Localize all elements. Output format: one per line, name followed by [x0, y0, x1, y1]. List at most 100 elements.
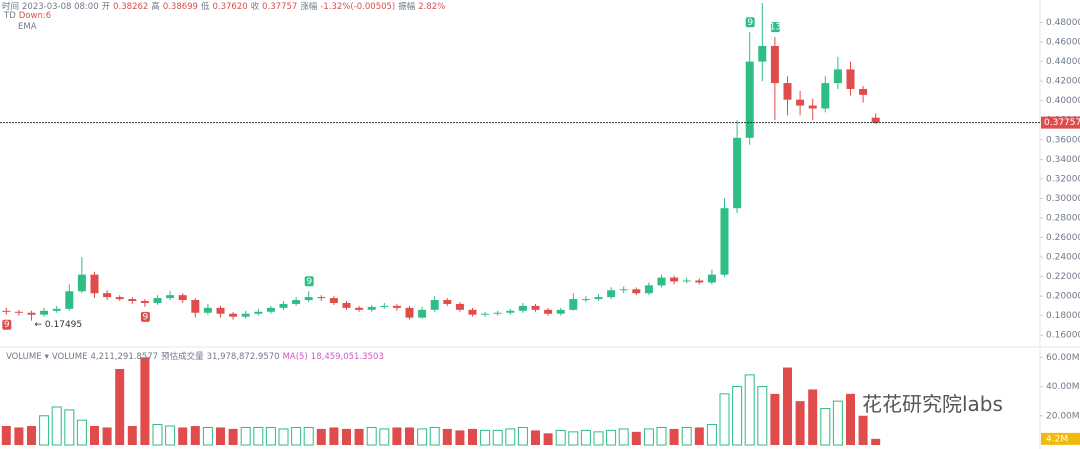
volume-bar [732, 386, 743, 446]
header-value: 2.82% [418, 2, 446, 12]
candle-body [455, 303, 464, 310]
volume-bar [76, 419, 87, 446]
volume-bar [14, 427, 24, 445]
volume-header-value: 4,211,291.8577 [90, 352, 159, 362]
volume-bar [228, 428, 238, 445]
candle-body [745, 61, 754, 138]
volume-bar [808, 389, 818, 445]
volume-bar [846, 393, 855, 445]
candle-body [821, 83, 830, 109]
volume-header-label: VOLUME [51, 352, 88, 362]
candle-body [468, 309, 477, 315]
volume-bar [656, 426, 667, 446]
volume-bar [265, 426, 276, 446]
volume-header-label: MA(5) [282, 352, 308, 362]
volume-bar [152, 424, 163, 446]
ema-label: EMA [18, 22, 37, 32]
volume-bar [178, 427, 188, 445]
volume-tick-label: 40.00M [1046, 382, 1080, 392]
candle-body [707, 274, 716, 283]
volume-bar [51, 406, 62, 446]
low-annotation: ← 0.17495 [35, 320, 83, 330]
y-tick-label: 0.36000 [1046, 135, 1080, 145]
y-tick-label: 0.30000 [1046, 194, 1080, 204]
volume-bar [832, 400, 843, 446]
volume-bar [366, 426, 377, 446]
td-marker [745, 17, 755, 28]
volume-bar [202, 426, 213, 446]
candle-body [581, 299, 590, 301]
candle-body [2, 310, 11, 312]
volume-bar [1, 426, 11, 445]
volume-bar [165, 425, 176, 446]
volume-bar [492, 429, 503, 446]
volume-bar [468, 428, 477, 445]
volume-bar [379, 428, 390, 446]
volume-bar [115, 369, 125, 445]
candle-body [871, 117, 880, 123]
watermark: 花花研究院labs [862, 392, 1003, 416]
volume-bar [871, 438, 881, 445]
candle-body [531, 305, 540, 310]
candle-body [733, 137, 742, 209]
volume-header-label: 预估成交量 [161, 352, 204, 362]
volume-bar [770, 393, 780, 445]
volume-bar [681, 426, 692, 446]
volume-bar [706, 424, 717, 446]
y-tick-label: 0.40000 [1046, 96, 1080, 106]
header-label: 涨幅 [300, 2, 318, 12]
candle-body [191, 300, 200, 313]
volume-bar [278, 428, 289, 446]
volume-bar [505, 428, 516, 446]
candle-body [203, 307, 212, 313]
candle-body [380, 305, 389, 307]
candle-body [518, 305, 527, 311]
candle-body [77, 274, 86, 292]
volume-bar [240, 426, 251, 446]
y-tick-label: 0.48000 [1046, 18, 1080, 28]
volume-bar [303, 426, 314, 446]
td-marker-label: 9 [306, 277, 312, 287]
header-label: 振幅 [398, 2, 416, 12]
candle-body [216, 307, 225, 314]
volume-bar [643, 428, 654, 446]
candle-body [40, 310, 49, 315]
candle-body [632, 289, 641, 294]
candle-body [796, 99, 805, 106]
volume-bar [694, 427, 704, 445]
volume-bar [820, 407, 831, 446]
candle-body [254, 311, 263, 314]
candle-body [430, 300, 439, 310]
candle-body [229, 313, 238, 317]
volume-bar [392, 427, 402, 445]
td-marker [304, 276, 314, 287]
volume-bar [354, 428, 364, 445]
volume-bar [580, 429, 591, 446]
volume-bar [64, 409, 75, 446]
header-value: 2023-03-08 08:00 [22, 2, 99, 12]
last-volume-box [1041, 432, 1080, 445]
candle-body [770, 45, 779, 84]
y-tick-label: 0.26000 [1046, 233, 1080, 243]
volume-bar [417, 428, 428, 446]
header-label: 低 [200, 2, 210, 12]
volume-tick-label: 20.00M [1046, 411, 1080, 421]
volume-bar [719, 393, 730, 446]
td-marker [770, 22, 780, 33]
candle-body [65, 291, 74, 309]
candle-body [14, 311, 23, 313]
header-value: 0.38699 [162, 2, 198, 12]
td-indicator: TD Down:6 [4, 11, 54, 21]
volume-bar [253, 426, 264, 446]
y-tick-label: 0.22000 [1046, 272, 1080, 282]
candle-body [670, 277, 679, 282]
last-price-box [1041, 116, 1080, 129]
volume-bar [744, 374, 755, 446]
y-tick-label: 0.42000 [1046, 77, 1080, 87]
header-label: 开 [101, 2, 111, 12]
candle-body [153, 298, 162, 303]
y-tick-label: 0.16000 [1046, 331, 1080, 341]
volume-bar [531, 430, 540, 445]
volume-bar [795, 401, 805, 445]
